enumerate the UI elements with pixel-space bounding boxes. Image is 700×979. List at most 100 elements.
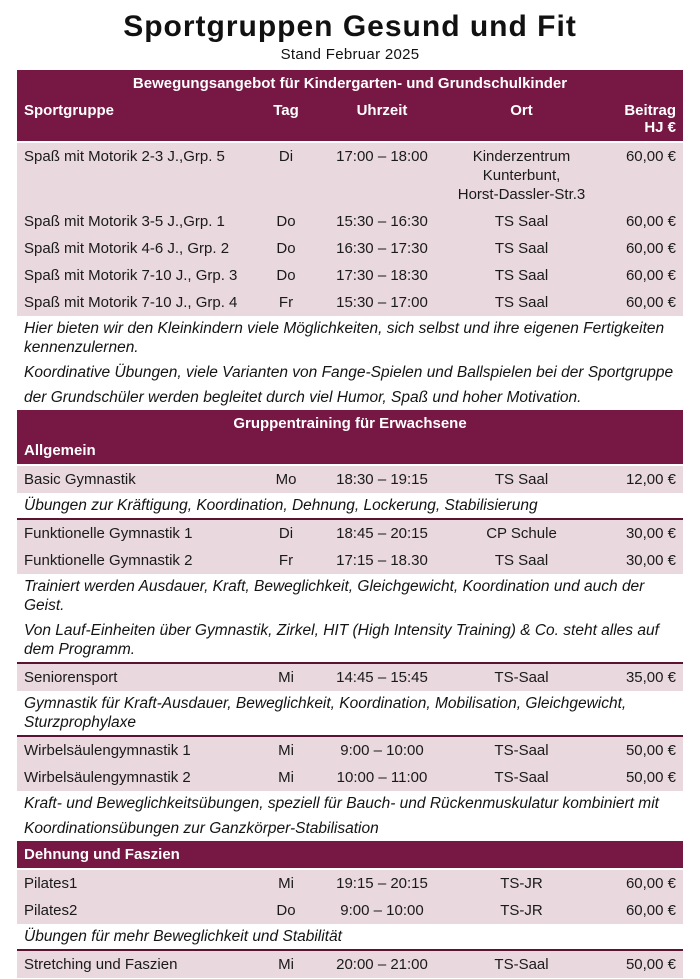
schedule-row: Funktionelle Gymnastik 1 Di 18:45 – 20:15 C… (17, 520, 683, 547)
cell-beitrag: 12,00 € (625, 471, 676, 488)
cell-tag: Do (276, 267, 296, 284)
cell-beitrag: 60,00 € (625, 267, 676, 284)
cell-beitrag: 60,00 € (625, 875, 676, 892)
cell-uhrzeit: 15:30 – 16:30 (336, 213, 428, 230)
cell-sportgruppe: Spaß mit Motorik 2-3 J.,Grp. 5 (24, 148, 225, 165)
description-note: Hier bieten wir den Kleinkindern viele M… (17, 316, 683, 360)
schedule-row: Spaß mit Motorik 4-6 J., Grp. 2 Do 16:30 –… (17, 235, 683, 262)
cell-sportgruppe: Seniorensport (24, 669, 118, 686)
cell-uhrzeit: 17:00 – 18:00 (336, 148, 428, 165)
cell-uhrzeit: 15:30 – 17:00 (336, 294, 428, 311)
cell-ort: TS-JR (500, 875, 543, 892)
cell-tag: Mi (278, 769, 294, 786)
ort-line: Kinderzentrum (472, 148, 571, 165)
row-block: Basic Gymnastik Mo 18:30 – 19:15 TS Saal 12,… (17, 466, 683, 493)
description-note: Koordinative Übungen, viele Varianten vo… (17, 360, 683, 385)
schedule-row: Spaß mit Motorik 2-3 J.,Grp. 5 Di 17:00 – … (17, 143, 683, 208)
cell-tag: Di (278, 148, 294, 165)
cell-tag: Fr (278, 294, 294, 311)
schedule-row: Spaß mit Motorik 7-10 J., Grp. 4 Fr 15:30 … (17, 289, 683, 316)
page-title: Sportgruppen Gesund und Fit (123, 10, 577, 43)
subsection-header: Dehnung und Faszien (17, 841, 683, 868)
description-note: Übungen für mehr Beweglichkeit und Stabi… (17, 924, 683, 949)
cell-ort: TS-Saal (494, 769, 549, 786)
column-header-beitrag: Beitrag HJ € (624, 102, 676, 136)
cell-ort: TS Saal (494, 552, 549, 569)
cell-tag: Mi (278, 742, 294, 759)
schedule-row: Pilates2 Do 9:00 – 10:00 TS-JR 60,00 € (17, 897, 683, 924)
cell-sportgruppe: Wirbelsäulengymnastik 1 (24, 742, 191, 759)
schedule-row: Wirbelsäulengymnastik 1 Mi 9:00 – 10:00 TS-… (17, 737, 683, 764)
schedule-row: Pilates1 Mi 19:15 – 20:15 TS-JR 60,00 € (17, 870, 683, 897)
column-header-uhrzeit: Uhrzeit (356, 102, 408, 119)
cell-ort: Kinderzentrum Kunterbunt, Horst-Dassler-St… (446, 143, 597, 208)
cell-ort: TS-Saal (494, 956, 549, 973)
cell-beitrag: 60,00 € (625, 240, 676, 257)
ort-line: Horst-Dassler-Str.3 (457, 186, 586, 203)
cell-ort: CP Schule (486, 525, 557, 542)
cell-uhrzeit: 17:30 – 18:30 (336, 267, 428, 284)
cell-uhrzeit: 20:00 – 21:00 (336, 956, 428, 973)
section-header: Gruppentraining für Erwachsene (17, 410, 683, 437)
cell-sportgruppe: Spaß mit Motorik 7-10 J., Grp. 4 (24, 294, 238, 311)
cell-tag: Mo (275, 471, 297, 488)
cell-beitrag: 50,00 € (625, 956, 676, 973)
cell-tag: Mi (278, 956, 294, 973)
column-header-sportgruppe: Sportgruppe (24, 102, 114, 119)
cell-ort: TS Saal (494, 471, 549, 488)
page-subtitle: Stand Februar 2025 (280, 46, 420, 63)
cell-beitrag: 60,00 € (625, 213, 676, 230)
schedule-row: Spaß mit Motorik 3-5 J.,Grp. 1 Do 15:30 – … (17, 208, 683, 235)
cell-uhrzeit: 18:30 – 19:15 (336, 471, 428, 488)
cell-ort: TS Saal (494, 294, 549, 311)
cell-tag: Do (276, 240, 296, 257)
cell-beitrag: 30,00 € (625, 552, 676, 569)
cell-sportgruppe: Pilates1 (24, 875, 78, 892)
description-note: der Grundschüler werden begleitet durch … (17, 385, 683, 410)
description-note: Gymnastik für Kraft-Ausdauer, Beweglichk… (17, 691, 683, 735)
cell-sportgruppe: Pilates2 (24, 902, 78, 919)
cell-sportgruppe: Wirbelsäulengymnastik 2 (24, 769, 191, 786)
cell-sportgruppe: Spaß mit Motorik 4-6 J., Grp. 2 (24, 240, 230, 257)
cell-ort: TS Saal (494, 213, 549, 230)
description-note: Übungen zur Kräftigung, Koordination, De… (17, 493, 683, 518)
cell-sportgruppe: Funktionelle Gymnastik 1 (24, 525, 193, 542)
cell-uhrzeit: 16:30 – 17:30 (336, 240, 428, 257)
description-note: Koordinationsübungen zur Ganzkörper-Stab… (17, 816, 683, 841)
description-note: Von Lauf-Einheiten über Gymnastik, Zirke… (17, 618, 683, 662)
description-note: Trainiert werden Ausdauer, Kraft, Bewegl… (17, 574, 683, 618)
cell-uhrzeit: 9:00 – 10:00 (340, 902, 424, 919)
description-note: Kraft- und Beweglichkeitsübungen, spezie… (17, 791, 683, 816)
row-block: Wirbelsäulengymnastik 1 Mi 9:00 – 10:00 TS-… (17, 735, 683, 791)
cell-tag: Mi (278, 669, 294, 686)
cell-sportgruppe: Funktionelle Gymnastik 2 (24, 552, 193, 569)
schedule-row: Seniorensport Mi 14:45 – 15:45 TS-Saal 35,00… (17, 664, 683, 691)
schedule-row: Basic Gymnastik Mo 18:30 – 19:15 TS Saal 12,… (17, 466, 683, 493)
cell-ort: TS-Saal (494, 669, 549, 686)
row-block: Funktionelle Gymnastik 1 Di 18:45 – 20:15 C… (17, 518, 683, 574)
subsection-header: Allgemein (17, 437, 683, 464)
cell-beitrag: 50,00 € (625, 742, 676, 759)
cell-tag: Mi (278, 875, 294, 892)
cell-uhrzeit: 19:15 – 20:15 (336, 875, 428, 892)
cell-ort: TS-JR (500, 902, 543, 919)
cell-tag: Do (276, 902, 296, 919)
column-header-ort: Ort (510, 102, 533, 119)
row-block: Spaß mit Motorik 2-3 J.,Grp. 5 Di 17:00 – … (17, 143, 683, 316)
row-block: Pilates1 Mi 19:15 – 20:15 TS-JR 60,00 € Pilat… (17, 870, 683, 924)
schedule-row: Spaß mit Motorik 7-10 J., Grp. 3 Do 17:30 … (17, 262, 683, 289)
cell-beitrag: 30,00 € (625, 525, 676, 542)
cell-uhrzeit: 9:00 – 10:00 (340, 742, 424, 759)
cell-tag: Do (276, 213, 296, 230)
cell-uhrzeit: 10:00 – 11:00 (336, 769, 428, 786)
schedule-row: Funktionelle Gymnastik 2 Fr 17:15 – 18.30 T… (17, 547, 683, 574)
cell-beitrag: 60,00 € (625, 294, 676, 311)
cell-uhrzeit: 18:45 – 20:15 (336, 525, 428, 542)
row-block: Stretching und Faszien Mi 20:00 – 21:00 TS-… (17, 949, 683, 978)
column-header-tag: Tag (273, 102, 299, 119)
schedule-row: Stretching und Faszien Mi 20:00 – 21:00 TS-… (17, 951, 683, 978)
cell-beitrag: 60,00 € (625, 148, 676, 165)
cell-sportgruppe: Spaß mit Motorik 7-10 J., Grp. 3 (24, 267, 238, 284)
cell-sportgruppe: Basic Gymnastik (24, 471, 136, 488)
cell-beitrag: 35,00 € (625, 669, 676, 686)
